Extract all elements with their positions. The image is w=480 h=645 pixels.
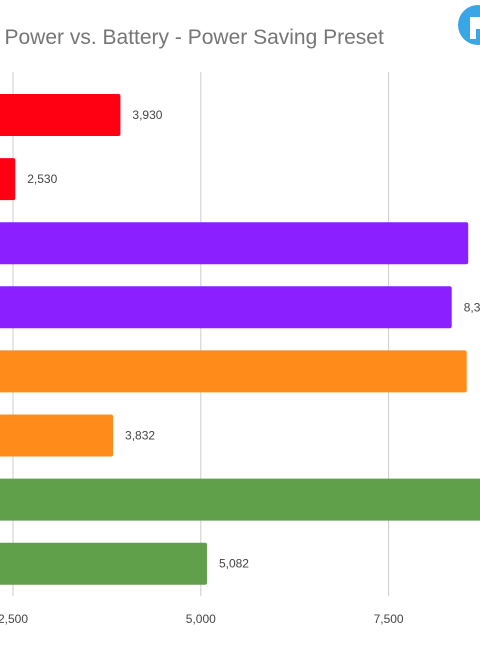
bar <box>0 478 480 521</box>
bar <box>0 94 121 136</box>
x-tick-label: 5,000 <box>186 612 216 626</box>
brand-logo-icon <box>458 5 480 45</box>
chart-title: l Power vs. Battery - Power Saving Prese… <box>0 26 384 49</box>
bar <box>0 158 16 201</box>
x-tick-label: 2,500 <box>0 612 28 626</box>
x-tick-label: 7,500 <box>374 612 404 626</box>
bar <box>0 350 467 393</box>
data-label: 3,930 <box>132 108 162 122</box>
data-label: 3,832 <box>125 429 155 443</box>
bar <box>0 222 469 265</box>
data-label: 2,530 <box>27 172 57 186</box>
bar <box>0 414 114 457</box>
bar <box>0 542 207 585</box>
data-label: 5,082 <box>219 557 249 571</box>
data-label: 8,3 <box>464 300 480 314</box>
bar <box>0 286 452 329</box>
